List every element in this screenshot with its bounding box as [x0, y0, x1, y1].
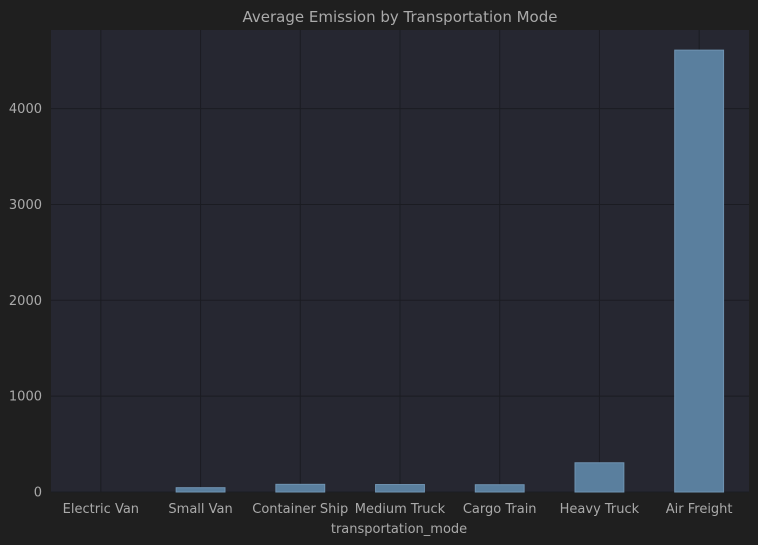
- x-tick-label: Small Van: [168, 502, 232, 517]
- bar-medium-truck: [375, 484, 425, 493]
- x-axis-label: transportation_mode: [331, 522, 467, 537]
- bar-heavy-truck: [574, 462, 625, 493]
- y-axis-ticks: 0 1000 2000 3000 4000: [9, 102, 42, 500]
- x-tick-label: Container Ship: [252, 502, 348, 517]
- bar-air-freight: [674, 49, 725, 493]
- y-tick-label: 2000: [9, 294, 42, 309]
- bar-small-van: [175, 487, 226, 493]
- bars-layer: [175, 49, 725, 493]
- y-tick-label: 1000: [9, 390, 42, 405]
- x-tick-label: Cargo Train: [463, 502, 537, 517]
- bar-cargo-train: [474, 484, 525, 493]
- bar-container-ship: [275, 483, 326, 493]
- x-tick-label: Air Freight: [666, 502, 733, 517]
- x-tick-label: Medium Truck: [355, 502, 446, 517]
- y-tick-label: 4000: [9, 102, 42, 117]
- x-tick-label: Heavy Truck: [560, 502, 640, 517]
- x-tick-label: Electric Van: [63, 502, 139, 517]
- chart-title: Average Emission by Transportation Mode: [243, 8, 558, 26]
- x-axis-ticks: Electric Van Small Van Container Ship Mediu…: [63, 502, 733, 517]
- y-tick-label: 3000: [9, 198, 42, 213]
- y-tick-label: 0: [34, 486, 42, 501]
